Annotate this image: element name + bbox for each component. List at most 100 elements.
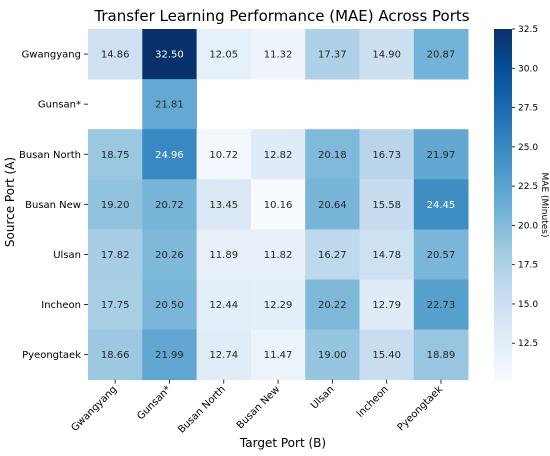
cell-value-label: 10.72 [209,150,238,161]
heatmap-cell-gwangyang-busan-new [250,29,306,80]
cell-value-label: 14.78 [372,250,401,261]
heatmap-cell-busan-north-gwangyang [88,129,143,180]
cell-value-label: 20.57 [427,250,456,261]
colorbar-gradient [494,29,512,380]
colorbar-tick-label: 27.5 [518,104,538,114]
heatmap-cell-ulsan-incheon [359,229,415,280]
heatmap-cell-pyeongtaek-pyeongtaek [413,329,469,381]
heatmap-cell-busan-new-busan-north [196,179,252,230]
heatmap-cell-busan-north-incheon [359,129,415,180]
cell-value-label: 15.40 [372,350,401,361]
colorbar-tick-label: 20.0 [518,221,538,231]
y-tick-labels: Gwangyang Gunsan* Busan North Busan New Ulsa… [19,50,88,361]
heatmap-cell-incheon-gwangyang [88,279,143,330]
y-tick-label-pyeongtaek: Pyeongtaek [22,350,81,361]
y-tick-label-incheon: Incheon [41,300,81,311]
heatmap-cell-pyeongtaek-incheon [359,329,415,381]
heatmap-cells: 14.86 32.50 12.05 11.32 17.37 14.90 20.87 21.81… [88,29,469,381]
y-axis-title: Source Port (A) [3,157,17,247]
cell-value-label: 20.87 [427,50,456,61]
cell-value-label: 14.86 [101,50,130,61]
cell-value-label: 11.32 [264,50,293,61]
colorbar: 12.5 15.0 17.5 20.0 22.5 25.0 27.5 30.0 32.5 [494,25,538,380]
colorbar-tick-label: 25.0 [518,143,538,153]
heatmap-cell-gwangyang-ulsan [305,29,360,80]
cell-value-label: 22.73 [427,300,456,311]
heatmap-cell-busan-new-gunsan [142,179,197,230]
heatmap-cell-pyeongtaek-gunsan [142,329,197,381]
heatmap-cell-gwangyang-incheon [359,29,415,80]
cell-value-label: 16.73 [372,150,401,161]
cell-value-label: 18.89 [427,350,456,361]
cell-value-label: 12.44 [209,300,238,311]
x-tick-label-pyeongtaek: Pyeongtaek [396,384,446,434]
x-axis-title: Target Port (B) [239,436,326,450]
y-tick-label-busan-new: Busan New [25,200,81,211]
cell-value-label: 19.00 [318,350,347,361]
cell-value-label: 12.74 [209,350,238,361]
y-tick-label-gunsan: Gunsan* [38,100,81,111]
cell-value-label: 11.89 [209,250,238,261]
heatmap-cell-busan-new-busan-new [250,179,306,230]
heatmap-cell-incheon-pyeongtaek [413,279,469,330]
colorbar-tick-label: 30.0 [518,64,538,74]
heatmap-cell-busan-north-ulsan [305,129,360,180]
heatmap-cell-ulsan-ulsan [305,229,360,280]
colorbar-tick-label: 22.5 [518,182,538,192]
colorbar-tick-label: 15.0 [518,300,538,310]
cell-value-label: 11.47 [264,350,293,361]
x-tick-label-gunsan: Gunsan* [135,384,173,422]
heatmap-cell-incheon-incheon [359,279,415,330]
heatmap-cell-incheon-busan-new [250,279,306,330]
colorbar-tick-label: 32.5 [518,25,538,35]
cell-value-label: 20.22 [318,300,347,311]
x-tick-labels: Gwangyang Gunsan* Busan North Busan New Ulsa… [69,379,446,436]
heatmap-cell-ulsan-busan-north [196,229,252,280]
heatmap-cell-gwangyang-pyeongtaek [413,29,469,80]
heatmap-cell-incheon-ulsan [305,279,360,330]
heatmap-cell-ulsan-busan-new [250,229,306,280]
heatmap-cell-gwangyang-gunsan [142,29,197,80]
heatmap-cell-busan-north-gunsan [142,129,197,180]
cell-value-label: 16.27 [318,250,347,261]
cell-value-label: 17.37 [318,50,347,61]
heatmap-cell-pyeongtaek-busan-new [250,329,306,381]
cell-value-label: 11.82 [264,250,293,261]
heatmap-cell-busan-north-busan-new [250,129,306,180]
cell-value-label: 12.05 [209,50,238,61]
heatmap-cell-busan-north-pyeongtaek [413,129,469,180]
colorbar-tick-label: 12.5 [518,339,538,349]
cell-value-label: 24.45 [427,200,456,211]
heatmap-cell-gunsan-gunsan [142,79,197,130]
heatmap-cell-ulsan-gunsan [142,229,197,280]
cell-value-label: 20.72 [155,200,184,211]
cell-value-label: 17.75 [101,300,130,311]
heatmap-cell-incheon-gunsan [142,279,197,330]
heatmap-cell-busan-new-ulsan [305,179,360,230]
cell-value-label: 14.90 [372,50,401,61]
y-tick-label-gwangyang: Gwangyang [22,50,81,61]
cell-value-label: 12.79 [372,300,401,311]
cell-value-label: 21.81 [155,100,184,111]
heatmap-cell-busan-new-gwangyang [88,179,143,230]
colorbar-label: MAE (Minutes) [539,173,549,238]
cell-value-label: 18.75 [101,150,130,161]
cell-value-label: 20.18 [318,150,347,161]
heatmap-cell-pyeongtaek-ulsan [305,329,360,381]
heatmap-cell-gwangyang-gwangyang [88,29,143,80]
cell-value-label: 19.20 [101,200,130,211]
cell-value-label: 20.26 [155,250,184,261]
x-tick-label-busan-new: Busan New [235,384,282,431]
heatmap-cell-incheon-busan-north [196,279,252,330]
heatmap-cell-gwangyang-busan-north [196,29,252,80]
y-tick-label-busan-north: Busan North [19,150,81,161]
cell-value-label: 15.58 [372,200,401,211]
cell-value-label: 12.82 [264,150,293,161]
cell-value-label: 32.50 [155,50,184,61]
cell-value-label: 12.29 [264,300,293,311]
heatmap-cell-ulsan-pyeongtaek [413,229,469,280]
cell-value-label: 17.82 [101,250,130,261]
x-tick-label-ulsan: Ulsan [309,384,336,411]
chart-title: Transfer Learning Performance (MAE) Acro… [93,7,469,25]
